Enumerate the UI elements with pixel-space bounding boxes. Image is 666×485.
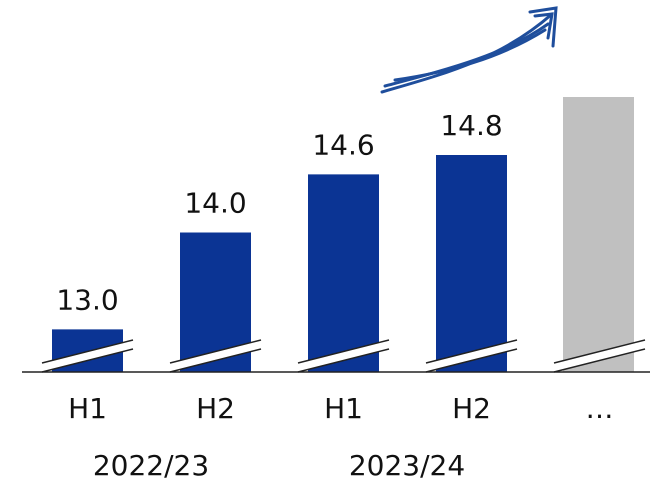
axis-break (553, 339, 646, 364)
placeholder-bar (563, 97, 634, 372)
x-tick-label: H2 (196, 392, 235, 425)
data-label: 14.0 (184, 187, 246, 220)
axis-break (425, 348, 518, 373)
axis-break (297, 348, 390, 373)
axis-break (553, 348, 646, 373)
growth-arrow (380, 6, 558, 94)
data-label: 14.8 (440, 109, 502, 142)
x-tick-label: … (586, 392, 614, 425)
arrow-head (533, 12, 554, 40)
axis-break (169, 348, 262, 373)
axis-break-gap (42, 340, 133, 372)
axis-break-gap (170, 340, 261, 372)
group-label: 2023/24 (349, 449, 465, 482)
data-label: 13.0 (56, 283, 118, 316)
axis-break (41, 339, 134, 364)
arrow-stroke (393, 28, 547, 82)
bar (436, 155, 507, 372)
x-tick-label: H1 (68, 392, 107, 425)
axis-break (425, 339, 518, 364)
group-label: 2022/23 (93, 449, 209, 482)
axis-break-gap (298, 340, 389, 372)
data-label: 14.6 (312, 128, 374, 161)
bar (308, 174, 379, 372)
axis-break-gap (554, 340, 645, 372)
axis-break (41, 348, 134, 373)
axis-break (297, 339, 390, 364)
axis-break-gap (426, 340, 517, 372)
arrow-stroke (383, 22, 550, 88)
x-tick-label: H2 (452, 392, 491, 425)
axis-break (169, 339, 262, 364)
arrow-head (528, 6, 558, 48)
x-tick-label: H1 (324, 392, 363, 425)
